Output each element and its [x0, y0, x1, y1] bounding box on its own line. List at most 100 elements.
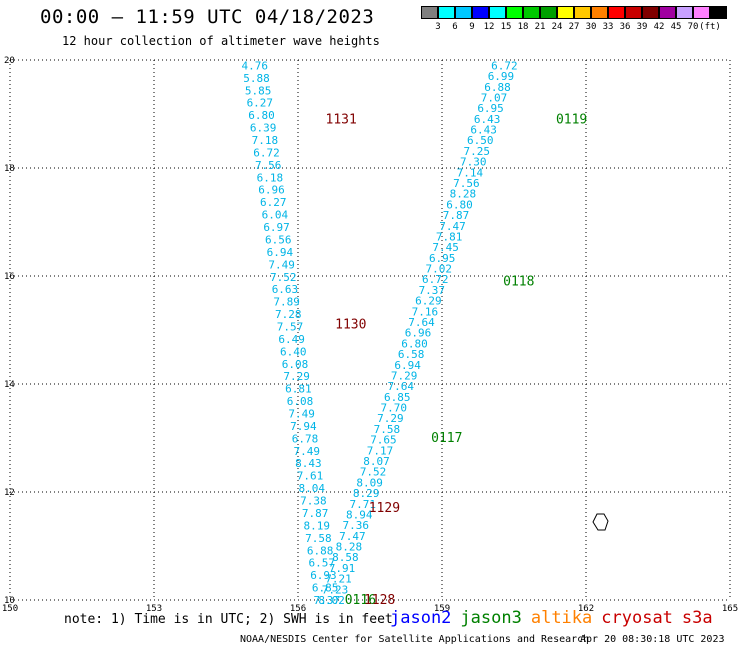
x-tick-label: 153	[146, 604, 162, 614]
wave-height-label: 6.88	[307, 544, 334, 557]
wave-height-label: 6.40	[280, 345, 307, 358]
wave-height-label: 6.88	[484, 81, 511, 94]
wave-height-label: 7.57	[277, 320, 304, 333]
wave-height-label: 8.09	[356, 476, 383, 489]
wave-height-label: 6.94	[394, 359, 421, 372]
wave-height-label: 8.28	[450, 188, 477, 201]
wave-height-label: 7.70	[381, 402, 408, 415]
satellite-legend: jason2 jason3 altika cryosat s3a	[390, 608, 722, 628]
wave-height-label: 7.38	[300, 495, 327, 508]
time-label: 1130	[335, 318, 366, 333]
wave-height-label: 7.87	[302, 507, 329, 520]
colorbar-label: 3	[435, 22, 441, 32]
wave-height-label: 7.81	[436, 230, 463, 243]
satellite-legend-item: jason2	[390, 608, 452, 628]
colorbar-label: 6	[452, 22, 458, 32]
footer-timestamp: Apr 20 08:30:18 UTC 2023	[580, 634, 725, 645]
x-tick-label: 165	[722, 604, 738, 614]
wave-height-label: 6.57	[309, 557, 336, 570]
wave-height-label: 8.94	[346, 508, 373, 521]
wave-tracks: 4.765.885.856.276.806.397.186.727.566.18…	[242, 59, 518, 607]
colorbar-swatch	[540, 6, 557, 19]
wave-height-label: 5.88	[243, 72, 270, 85]
colorbar-swatch	[523, 6, 540, 19]
wave-height-label: 7.58	[374, 423, 401, 436]
y-tick-label: 10	[4, 596, 15, 606]
wave-height-label: 6.18	[257, 171, 284, 184]
wave-height-label: 7.71	[349, 498, 376, 511]
wave-height-label: 6.08	[282, 358, 309, 371]
wave-height-label: 6.56	[265, 233, 292, 246]
wave-height-label: 7.52	[360, 466, 387, 479]
colorbar-swatch	[710, 6, 727, 19]
wave-height-label: 7.07	[481, 91, 508, 104]
grid-lines	[9, 59, 731, 601]
wave-height-label: 7.37	[419, 284, 446, 297]
wave-height-label: 7.61	[297, 470, 324, 483]
island-outline	[592, 513, 609, 531]
wave-height-label: 7.47	[339, 530, 366, 543]
time-label: 1129	[369, 501, 400, 516]
chart-title: 00:00 – 11:59 UTC 04/18/2023	[40, 6, 375, 28]
wave-height-label: 7.29	[377, 412, 404, 425]
y-tick-label: 20	[4, 56, 15, 66]
wave-height-label: 6.85	[384, 391, 411, 404]
y-tick-label: 12	[4, 488, 15, 498]
wave-height-label: 8.07	[363, 455, 390, 468]
x-tick-label: 150	[2, 604, 18, 614]
wave-height-label: 6.04	[262, 209, 289, 222]
wave-height-label: 6.50	[467, 134, 494, 147]
time-label: 0119	[556, 112, 587, 127]
wave-height-label: 6.94	[267, 246, 294, 259]
colorbar-label: 39	[636, 22, 648, 32]
colorbar-swatch	[421, 6, 438, 19]
wave-height-label: 7.65	[370, 434, 397, 447]
wave-height-label: 6.58	[398, 348, 425, 361]
wave-height-label: 8.29	[353, 487, 380, 500]
wave-height-label: 7.91	[329, 562, 356, 575]
wave-height-label: 6.81	[285, 383, 312, 396]
wave-height-label: 6.80	[248, 109, 275, 122]
wave-height-label: 7.56	[255, 159, 282, 172]
time-label: 0118	[503, 274, 534, 289]
wave-height-label: 7.30	[460, 156, 487, 169]
wave-height-label: 7.49	[288, 408, 315, 421]
satellite-legend-item: altika	[530, 608, 593, 628]
colorbar-label: 12	[483, 22, 495, 32]
wave-height-label: 7.49	[268, 258, 295, 271]
wave-height-label: 7.29	[283, 370, 310, 383]
wave-height-label: 6.93	[310, 569, 337, 582]
wave-height-label: 7.16	[412, 305, 439, 318]
colorbar-swatch	[659, 6, 676, 19]
wave-height-label: 6.78	[292, 432, 319, 445]
wave-height-label: 7.29	[391, 369, 418, 382]
colorbar-label: 42	[653, 22, 665, 32]
wave-height-label: 7.58	[305, 532, 332, 545]
x-tick-label: 162	[578, 604, 594, 614]
colorbar-swatch	[472, 6, 489, 19]
wave-height-label: 7.47	[439, 220, 466, 233]
wave-height-label: 6.72	[422, 273, 449, 286]
wave-height-label: 7.89	[273, 296, 300, 309]
wave-height-label: 6.49	[278, 333, 305, 346]
wave-height-label: 6.97	[263, 221, 290, 234]
wave-height-label: 7.18	[252, 134, 279, 147]
colorbar-label: (ft)	[699, 22, 721, 32]
colorbar-swatch	[438, 6, 455, 19]
wave-height-label: 6.63	[272, 283, 299, 296]
wave-height-label: 7.21	[325, 573, 352, 586]
satellite-legend-item: jason3	[460, 608, 522, 628]
colorbar-label: 36	[619, 22, 631, 32]
wave-height-label: 7.25	[464, 145, 491, 158]
colorbar-swatch	[591, 6, 608, 19]
wave-height-label: 6.72	[253, 146, 280, 159]
colorbar-swatch	[676, 6, 693, 19]
wave-height-label: 7.02	[425, 263, 452, 276]
time-label: 0117	[431, 431, 462, 446]
satellite-legend-item: s3a	[681, 608, 713, 628]
wave-height-label: 7.36	[343, 519, 370, 532]
wave-height-label: 8.04	[298, 482, 325, 495]
colorbar-swatch	[506, 6, 523, 19]
